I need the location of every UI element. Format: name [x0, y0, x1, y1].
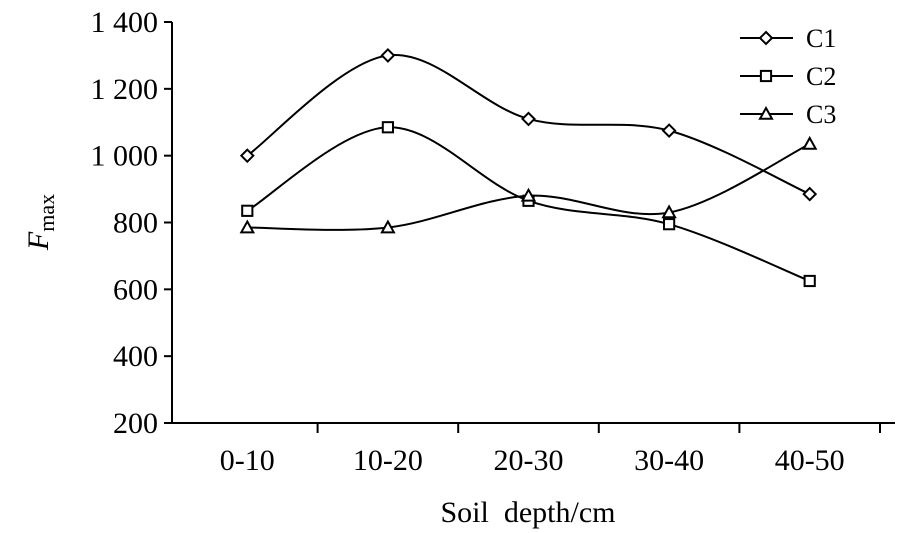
- y-tick-label: 400: [113, 340, 158, 373]
- x-ticks: 0-10 10-20 20-30 30-40 40-50: [220, 423, 881, 477]
- x-tick-label: 30-40: [634, 444, 704, 477]
- y-tick-label: 1 000: [91, 140, 159, 173]
- legend-label: C3: [806, 100, 836, 129]
- triangle-marker: [758, 105, 774, 120]
- diamond-marker: [661, 123, 677, 139]
- x-tick-label: 40-50: [775, 444, 845, 477]
- square-marker: [803, 274, 816, 288]
- diamond-marker: [521, 111, 536, 127]
- diamond-marker: [239, 148, 255, 164]
- diamond-marker: [802, 186, 818, 202]
- diamond-marker: [758, 30, 774, 46]
- triangle-marker: [239, 219, 255, 234]
- square-marker: [381, 121, 394, 134]
- triangle-marker: [802, 135, 818, 150]
- y-tick-label: 1 200: [91, 73, 159, 106]
- x-tick-label: 0-10: [220, 444, 275, 477]
- series-group: [239, 48, 818, 288]
- square-marker: [663, 218, 676, 231]
- square-marker: [241, 204, 254, 217]
- legend: C1 C2 C3: [740, 24, 836, 129]
- y-tick-label: 600: [113, 273, 158, 306]
- legend-label: C1: [806, 24, 836, 53]
- triangle-marker: [520, 187, 537, 202]
- y-ticks: 200 400 600 800 1 000 1 200 1 400: [91, 6, 172, 440]
- y-tick-label: 1 400: [91, 6, 159, 39]
- y-axis-title-sub: max: [34, 194, 59, 232]
- axes: [171, 22, 895, 424]
- triangle-marker: [661, 204, 677, 219]
- triangle-marker: [380, 219, 396, 234]
- series-line-c3: [247, 143, 811, 231]
- y-tick-label: 200: [113, 407, 158, 440]
- series-c1: [239, 48, 818, 202]
- y-axis-title-main: F: [22, 231, 55, 251]
- series-c3: [239, 135, 818, 234]
- diamond-marker: [380, 48, 396, 63]
- y-axis-title: Fmax: [22, 194, 59, 251]
- square-marker: [759, 69, 773, 83]
- y-tick-label: 800: [113, 207, 158, 240]
- series-c2: [241, 121, 816, 288]
- legend-label: C2: [806, 62, 836, 91]
- x-tick-label: 10-20: [353, 444, 423, 477]
- x-axis-title: Soil depth/cm: [441, 496, 616, 529]
- x-tick-label: 20-30: [494, 444, 564, 477]
